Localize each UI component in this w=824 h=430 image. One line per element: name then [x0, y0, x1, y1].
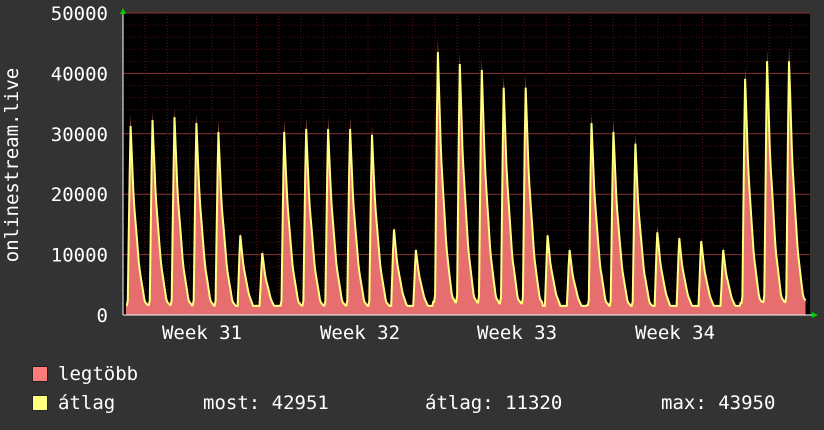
- y-tick-label: 50000: [51, 3, 108, 25]
- x-tick-label: Week 34: [635, 322, 715, 344]
- series-max-area: [126, 37, 806, 316]
- y-axis-ticks: 0 10000 20000 30000 40000 50000: [51, 3, 108, 327]
- x-axis-arrow-icon: [812, 312, 818, 318]
- y-axis-arrow-icon: [120, 8, 126, 14]
- y-tick-label: 40000: [51, 63, 108, 85]
- y-tick-label: 0: [97, 305, 108, 327]
- y-axis-label: onlinestream.live: [1, 68, 23, 262]
- y-tick-label: 30000: [51, 124, 108, 146]
- y-tick-label: 10000: [51, 245, 108, 267]
- x-tick-label: Week 33: [477, 322, 557, 344]
- y-tick-label: 20000: [51, 184, 108, 206]
- x-tick-label: Week 32: [320, 322, 400, 344]
- x-axis-ticks: Week 31 Week 32 Week 33 Week 34: [162, 322, 715, 344]
- x-tick-label: Week 31: [162, 322, 242, 344]
- series-avg-line: [125, 52, 807, 307]
